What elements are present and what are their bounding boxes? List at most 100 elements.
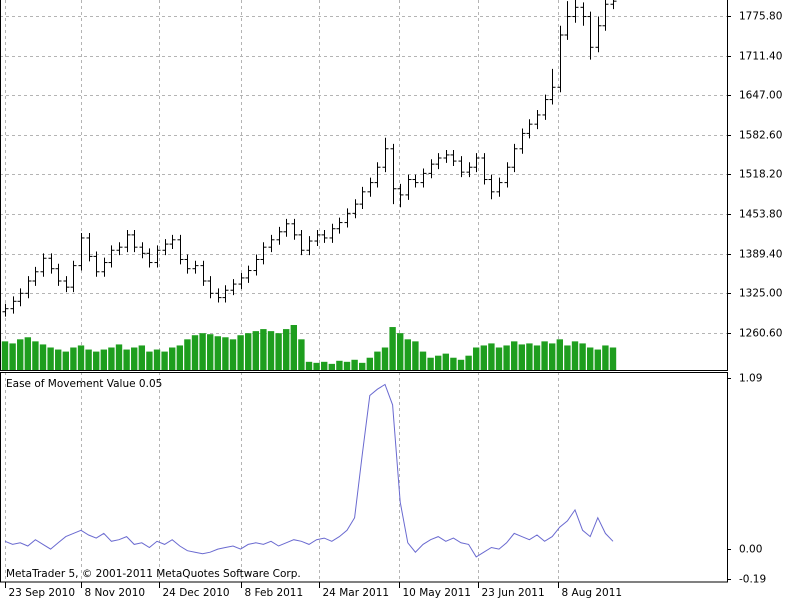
- volume-bar: [85, 349, 92, 370]
- volume-bar: [267, 331, 275, 370]
- volume-bar: [245, 333, 252, 370]
- volume-bar: [32, 341, 39, 370]
- volume-bar: [343, 361, 351, 370]
- volume-bar: [541, 341, 548, 370]
- volume-bar: [24, 337, 32, 370]
- volume-bar: [17, 339, 24, 370]
- y-tick-label: 1775.80: [739, 11, 782, 23]
- volume-bar: [70, 347, 77, 370]
- volume-bar: [222, 337, 229, 370]
- volume-bar: [108, 347, 115, 370]
- volume-bar: [115, 344, 123, 370]
- volume-bar: [473, 347, 480, 370]
- volume-bar: [404, 339, 411, 370]
- volume-bar: [503, 345, 510, 370]
- volume-bar: [275, 333, 282, 370]
- volume-bar: [609, 347, 617, 370]
- volume-bar: [518, 344, 525, 370]
- y-tick-label: -0.19: [739, 574, 766, 586]
- volume-bar: [374, 351, 381, 370]
- volume-bar: [199, 333, 206, 370]
- volume-bar: [62, 351, 70, 370]
- volume-bar: [526, 343, 533, 370]
- x-tick-label: 8 Feb 2011: [245, 587, 304, 599]
- y-tick-label: 1325.00: [739, 288, 782, 300]
- y-tick-label: 1582.60: [739, 130, 782, 142]
- volume-bar: [435, 355, 442, 370]
- price-panel: [0, 0, 727, 370]
- volume-bar: [153, 349, 161, 370]
- y-tick-label: 1711.40: [739, 51, 782, 63]
- volume-bar: [397, 333, 404, 370]
- x-tick-label: 10 May 2011: [403, 587, 471, 599]
- volume-bar: [389, 327, 396, 370]
- volume-bar: [465, 355, 472, 370]
- volume-bar: [237, 335, 244, 370]
- x-tick-label: 8 Aug 2011: [562, 587, 623, 599]
- volume-bar: [161, 351, 168, 370]
- volume-bar: [191, 335, 199, 370]
- volume-bar: [419, 351, 427, 370]
- volume-bar: [381, 347, 389, 370]
- volume-bar: [146, 351, 153, 370]
- volume-bar: [260, 329, 267, 370]
- volume-bar: [47, 347, 54, 370]
- volume-bar: [283, 329, 290, 370]
- y-tick-label: 1647.00: [739, 90, 782, 102]
- volume-bar: [290, 325, 298, 370]
- volume-bar: [138, 345, 146, 370]
- volume-bar: [351, 359, 358, 370]
- volume-bar: [488, 343, 495, 370]
- indicator-frame: [0, 372, 728, 583]
- volume-bar: [176, 345, 184, 370]
- volume-bar: [305, 361, 313, 370]
- volume-bar: [587, 347, 594, 370]
- volume-bar: [359, 362, 366, 370]
- indicator-line: [4, 383, 614, 558]
- y-tick-label: 1389.40: [739, 249, 782, 261]
- volume-bar: [450, 357, 457, 370]
- volume-bar: [313, 362, 320, 370]
- volume-bar: [549, 343, 556, 370]
- volume-bar: [55, 349, 62, 370]
- x-tick-label: 8 Nov 2010: [85, 587, 146, 599]
- volume-bar: [131, 347, 138, 370]
- volume-bar: [252, 331, 260, 370]
- x-tick-label: 24 Dec 2010: [163, 587, 230, 599]
- volume-bar: [214, 336, 222, 370]
- price-frame: [0, 0, 728, 371]
- volume-bar: [321, 361, 328, 370]
- volume-bar: [442, 353, 449, 370]
- y-tick-label: 0.00: [739, 544, 762, 556]
- volume-bar: [602, 345, 609, 370]
- volume-bar: [571, 341, 579, 370]
- volume-bar: [579, 343, 586, 370]
- volume-bar: [328, 363, 336, 370]
- y-tick-label: 1453.80: [739, 209, 782, 221]
- indicator-title: Ease of Movement Value 0.05: [6, 378, 162, 390]
- volume-bar: [457, 359, 465, 370]
- y-tick-label: 1518.20: [739, 169, 782, 181]
- volume-bar: [93, 351, 100, 370]
- volume-bar: [480, 345, 487, 370]
- volume-bar: [184, 339, 191, 370]
- volume-bar: [556, 339, 563, 370]
- volume-bar: [412, 341, 419, 370]
- volume-bar: [533, 345, 541, 370]
- volume-bar: [9, 343, 16, 370]
- volume-bar: [39, 344, 47, 370]
- volume-bar: [169, 347, 176, 370]
- volume-bar: [229, 339, 237, 370]
- volume-bar: [123, 349, 130, 370]
- x-tick-label: 23 Jun 2011: [482, 587, 545, 599]
- copyright: MetaTrader 5, © 2001-2011 MetaQuotes Sof…: [6, 568, 301, 580]
- x-tick-label: 23 Sep 2010: [9, 587, 76, 599]
- indicator-panel: [4, 372, 614, 582]
- volume-bar: [495, 347, 503, 370]
- axes: 23 Sep 2010 8 Nov 2010 24 Dec 2010 8 Feb 20…: [5, 11, 782, 599]
- volume-bar: [594, 349, 601, 370]
- volume-bar: [511, 341, 518, 370]
- volume-bar: [366, 357, 373, 370]
- volume-bar: [564, 345, 571, 370]
